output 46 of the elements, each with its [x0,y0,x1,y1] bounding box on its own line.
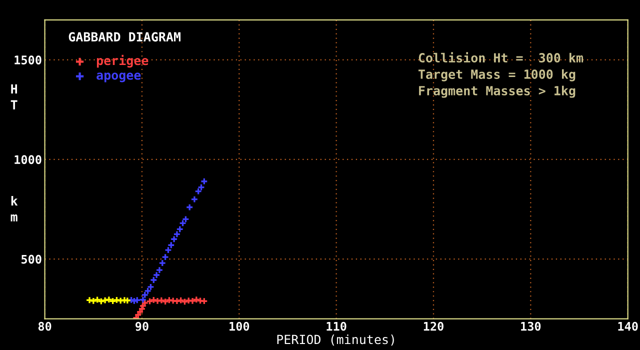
point [109,297,117,305]
annotation: Fragment Masses > 1kg [419,86,576,98]
annotation: Collision Ht = 300 km [418,52,584,63]
point [162,298,170,306]
point [190,196,198,204]
x-tick-label: 130 [521,322,541,331]
x-tick-label: 100 [230,322,250,331]
point [154,297,162,305]
point [200,297,208,305]
text: GABBARD DIAGRAM [68,32,180,42]
legend-label: apogee [96,72,141,82]
x-tick-label: 90 [136,322,148,331]
point [165,296,173,304]
point [173,297,181,305]
point [146,283,154,291]
y-tick-label: 1000 [14,155,42,164]
y-tick-label: 1500 [14,56,42,64]
point [105,296,113,304]
x-tick-label: 120 [424,322,444,331]
point [86,296,94,304]
point [194,188,202,196]
point [180,298,189,306]
point [188,297,196,305]
point [169,296,177,304]
x-axis-title: PERIOD (minutes) [277,334,394,346]
point [93,296,102,304]
x-tick-label: 110 [326,322,346,331]
point [97,298,105,306]
y-tick-label: 500 [22,254,42,264]
point [116,296,124,304]
legend-label: perigee [96,54,148,68]
point [196,296,204,304]
x-tick-label: 140 [618,322,638,331]
point [101,296,109,304]
point [150,296,158,304]
x-tick-label: 80 [38,322,52,331]
point [184,296,192,304]
point [177,296,185,304]
annotation: Target Mass = 1000 kg [418,69,576,82]
point [90,297,98,305]
point [112,296,120,304]
point [144,287,152,295]
point [192,296,200,304]
point [182,215,190,223]
point [158,296,166,304]
point [186,203,194,212]
